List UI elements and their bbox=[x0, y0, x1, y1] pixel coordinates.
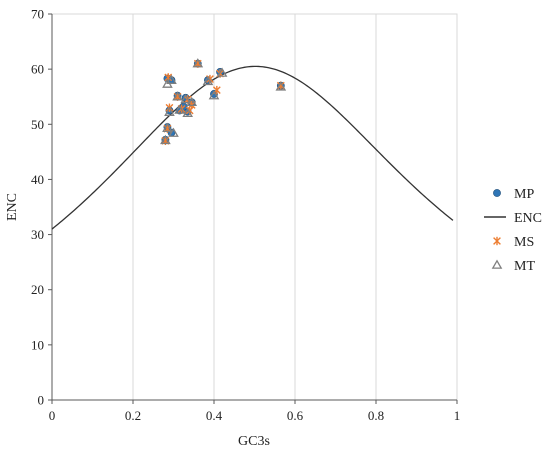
y-tick-label: 40 bbox=[31, 172, 44, 187]
y-tick-label: 50 bbox=[31, 117, 44, 132]
legend-label: MP bbox=[514, 187, 534, 202]
legend-label: MS bbox=[514, 235, 534, 250]
y-tick-label: 30 bbox=[31, 227, 44, 242]
x-tick-label: 0.4 bbox=[206, 408, 223, 423]
legend-swatch-star bbox=[493, 236, 501, 246]
legend-item-mp: MP bbox=[493, 187, 534, 202]
x-tick-labels: 0 0.2 0.4 0.6 0.8 1 bbox=[49, 408, 461, 423]
x-tick-label: 0.6 bbox=[287, 408, 304, 423]
point-mt bbox=[202, 75, 214, 86]
y-tick-label: 60 bbox=[31, 62, 44, 77]
y-tick-label: 10 bbox=[31, 337, 44, 352]
y-tick-labels: 0 10 20 30 40 50 60 70 bbox=[31, 7, 44, 408]
enc-curve-line bbox=[51, 65, 454, 230]
legend-swatch-circle bbox=[493, 189, 501, 197]
x-tick-label: 0.2 bbox=[125, 408, 141, 423]
series-mt bbox=[160, 58, 287, 145]
legend-label: ENC bbox=[514, 211, 542, 226]
point-mt bbox=[172, 91, 183, 101]
point-mt bbox=[192, 58, 204, 68]
point-mt bbox=[180, 93, 191, 104]
legend-item-enc: ENC bbox=[484, 211, 542, 226]
legend-item-ms: MS bbox=[493, 235, 534, 250]
point-mt bbox=[162, 122, 173, 132]
point-mt bbox=[186, 96, 198, 107]
legend: MP ENC MS MT bbox=[484, 187, 542, 274]
point-mt bbox=[182, 107, 193, 118]
point-mt bbox=[166, 74, 177, 84]
point-mt bbox=[275, 81, 287, 91]
enc-curve bbox=[51, 65, 454, 230]
point-mt bbox=[160, 134, 171, 145]
point-mt bbox=[174, 104, 185, 114]
y-axis-title: ENC bbox=[5, 193, 20, 221]
x-tick-label: 1 bbox=[454, 408, 461, 423]
y-tick-label: 0 bbox=[38, 393, 45, 408]
x-axis-title: GC3s bbox=[238, 434, 270, 449]
point-mt bbox=[216, 67, 228, 77]
axes bbox=[48, 13, 458, 404]
legend-item-mt: MT bbox=[491, 259, 535, 274]
y-tick-label: 70 bbox=[31, 7, 44, 22]
x-tick-label: 0.8 bbox=[368, 408, 384, 423]
data-points bbox=[160, 58, 287, 146]
point-mt bbox=[164, 106, 175, 116]
legend-label: MT bbox=[514, 259, 535, 274]
point-mt bbox=[208, 90, 220, 100]
y-tick-label: 20 bbox=[31, 282, 44, 297]
x-tick-label: 0 bbox=[49, 408, 56, 423]
point-mt bbox=[168, 127, 179, 137]
legend-swatch-triangle bbox=[491, 259, 503, 269]
